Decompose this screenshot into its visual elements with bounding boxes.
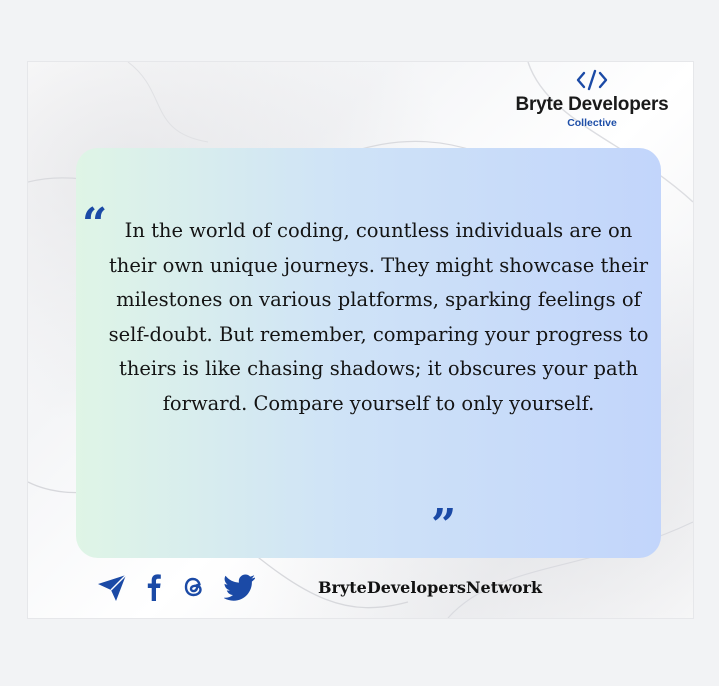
threads-icon[interactable] [182, 575, 206, 599]
code-brackets-icon [576, 69, 608, 91]
brand-logo: Bryte Developers Collective [507, 68, 677, 129]
footer: BryteDevelopersNetwork [96, 570, 656, 604]
brand-subtitle: Collective [567, 117, 617, 129]
quote-text: In the world of coding, countless indivi… [108, 219, 649, 415]
quote-box: “ In the world of coding, countless indi… [76, 148, 661, 558]
brand-name: Bryte Developers [515, 94, 669, 115]
twitter-icon[interactable] [224, 572, 256, 602]
quote-card: Bryte Developers Collective “ In the wor… [28, 62, 693, 618]
open-quote-icon: “ [82, 199, 108, 250]
telegram-icon[interactable] [96, 574, 128, 602]
close-quote-icon: ” [431, 500, 457, 551]
facebook-icon[interactable] [146, 573, 162, 601]
social-handle: BryteDevelopersNetwork [318, 578, 543, 597]
